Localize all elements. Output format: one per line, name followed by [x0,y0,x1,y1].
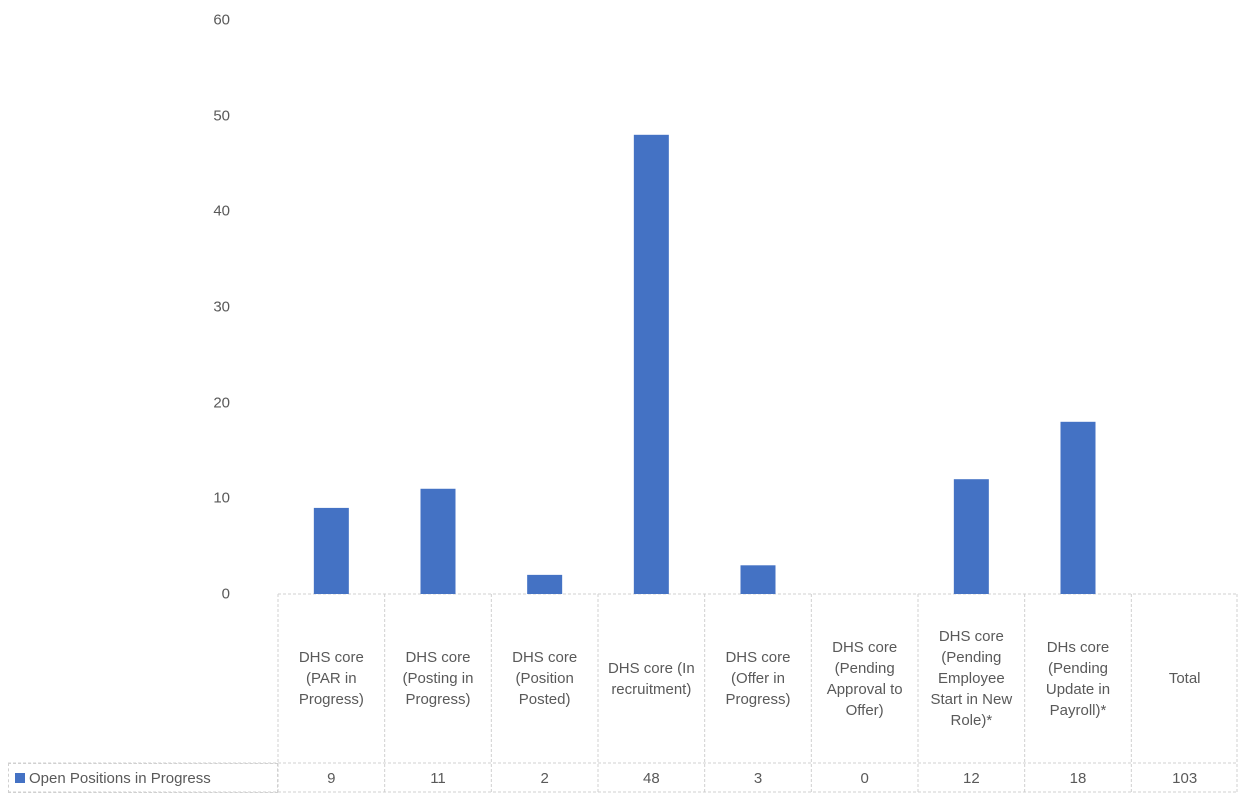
bar [633,134,669,595]
bar [527,574,563,594]
bar [420,488,456,594]
legend: Open Positions in Progress [8,763,278,793]
bar [740,565,776,594]
y-tick-label: 60 [213,11,230,29]
table-value: 12 [962,769,980,787]
y-tick-label: 10 [213,489,230,507]
bar [313,507,349,594]
x-tick-label: DHS core (Offer in Progress) [725,649,791,708]
table-value: 11 [430,769,446,787]
x-tick-label: DHS core (Pending Employee Start in New … [930,628,1013,729]
bar [953,479,989,594]
table-value: 103 [1172,769,1198,787]
x-tick-label: DHS core (PAR in Progress) [298,649,364,708]
y-tick-label: 0 [221,585,230,603]
table-value: 18 [1069,769,1087,787]
bar [1060,421,1096,594]
table-value: 9 [327,769,336,787]
y-tick-label: 30 [213,298,230,316]
x-tick-label: DHS core (Position Posted) [512,649,578,708]
table-value: 2 [540,769,549,787]
x-tick-label: DHs core (Pending Update in Payroll)* [1045,638,1111,719]
y-tick-label: 20 [213,394,230,412]
table-value: 3 [753,769,763,787]
x-tick-label: Total [1168,670,1201,687]
legend-label: Open Positions in Progress [29,769,211,787]
y-tick-label: 40 [213,202,230,220]
table-value: 48 [642,769,660,787]
x-tick-label: DHS core (In recruitment) [607,659,695,698]
y-tick-label: 50 [213,107,230,125]
table-value: 0 [860,769,869,787]
legend-swatch [15,773,25,783]
x-tick-label: DHS core (Pending Approval to Offer) [826,638,903,719]
x-tick-label: DHS core (Posting in Progress) [402,649,474,708]
